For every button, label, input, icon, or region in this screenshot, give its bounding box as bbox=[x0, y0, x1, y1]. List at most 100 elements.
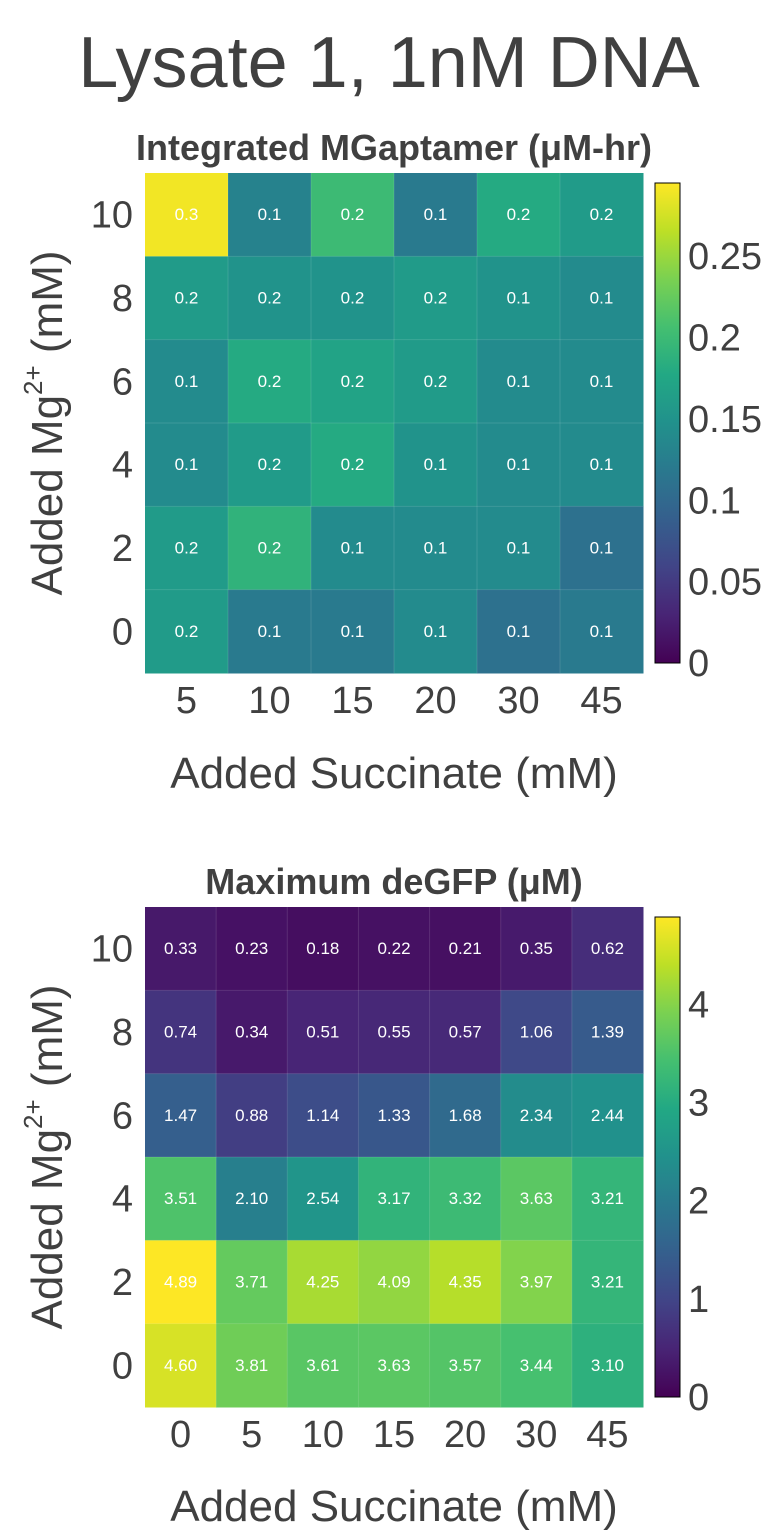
heatmap-cell bbox=[145, 256, 229, 341]
cell-value-label: 0.62 bbox=[591, 939, 624, 958]
heatmap-cell bbox=[560, 506, 644, 591]
chart-title: Integrated MGaptamer (μM-hr) bbox=[136, 127, 652, 168]
cell-value-label: 0.1 bbox=[590, 455, 614, 474]
page-title: Lysate 1, 1nM DNA bbox=[78, 23, 700, 103]
x-tick-label: 45 bbox=[580, 680, 622, 722]
cell-value-label: 4.35 bbox=[449, 1273, 482, 1292]
heatmap-cell bbox=[287, 1240, 359, 1325]
heatmap-cell bbox=[477, 589, 561, 674]
colorbar-tick-label: 0.1 bbox=[688, 480, 741, 522]
cell-value-label: 4.89 bbox=[164, 1273, 197, 1292]
cell-value-label: 3.32 bbox=[449, 1189, 482, 1208]
x-tick-label: 5 bbox=[176, 680, 197, 722]
heatmap-cell bbox=[311, 506, 395, 591]
cell-value-label: 2.34 bbox=[520, 1106, 553, 1125]
y-tick-label: 0 bbox=[112, 611, 133, 653]
x-axis-label: Added Succinate (mM) bbox=[170, 749, 618, 798]
heatmap-cell bbox=[429, 1073, 502, 1158]
cell-value-label: 2.54 bbox=[306, 1189, 339, 1208]
cell-value-label: 0.1 bbox=[590, 539, 614, 558]
cell-value-label: 0.1 bbox=[507, 455, 531, 474]
heatmap-cell bbox=[429, 1323, 502, 1408]
cell-value-label: 0.2 bbox=[341, 205, 365, 224]
heatmap-cell bbox=[477, 173, 561, 257]
heatmap-cell bbox=[145, 1323, 217, 1408]
colorbar-tick-label: 0 bbox=[688, 1377, 709, 1419]
heatmap-cell bbox=[429, 990, 502, 1075]
heatmap-cell bbox=[216, 1073, 288, 1158]
cell-value-label: 0.57 bbox=[449, 1023, 482, 1042]
cell-value-label: 0.2 bbox=[424, 289, 448, 308]
heatmap-cell bbox=[394, 256, 478, 341]
heatmap-cell bbox=[145, 1157, 217, 1241]
colorbar-tick-label: 1 bbox=[688, 1279, 709, 1321]
cell-value-label: 4.25 bbox=[306, 1273, 339, 1292]
cell-value-label: 0.1 bbox=[258, 622, 282, 641]
cell-value-label: 3.21 bbox=[591, 1273, 624, 1292]
cell-value-label: 0.1 bbox=[175, 372, 199, 391]
heatmap-cell bbox=[500, 1073, 573, 1158]
y-tick-label: 8 bbox=[112, 1012, 133, 1054]
cell-value-label: 0.2 bbox=[341, 289, 365, 308]
cell-value-label: 3.51 bbox=[164, 1189, 197, 1208]
x-tick-label: 10 bbox=[248, 680, 290, 722]
x-tick-label: 15 bbox=[373, 1414, 415, 1456]
x-tick-label: 45 bbox=[586, 1414, 628, 1456]
colorbar-tick-label: 0.2 bbox=[688, 318, 741, 360]
cell-value-label: 1.39 bbox=[591, 1023, 624, 1042]
heatmap-maximum-degfp: Maximum deGFP (μM) 0.33 0.23 0.18 0.22 0.21 0.… bbox=[18, 861, 709, 1531]
heatmap-cell bbox=[477, 506, 561, 591]
y-tick-label: 6 bbox=[112, 1095, 133, 1137]
y-tick-label: 0 bbox=[112, 1345, 133, 1387]
heatmap-cell bbox=[571, 990, 644, 1075]
cell-value-label: 0.1 bbox=[424, 205, 448, 224]
cell-value-label: 0.2 bbox=[175, 622, 199, 641]
cell-value-label: 0.2 bbox=[175, 539, 199, 558]
cell-value-label: 0.1 bbox=[507, 622, 531, 641]
cell-value-label: 3.10 bbox=[591, 1356, 624, 1375]
heatmap-cell bbox=[145, 907, 217, 991]
cell-value-label: 0.21 bbox=[449, 939, 482, 958]
cell-value-label: 0.1 bbox=[590, 289, 614, 308]
y-tick-label: 4 bbox=[112, 445, 133, 487]
heatmap-cell bbox=[311, 256, 395, 341]
heatmap-cell bbox=[228, 506, 312, 591]
cell-value-label: 0.2 bbox=[258, 372, 282, 391]
cell-value-label: 2.44 bbox=[591, 1106, 624, 1125]
heatmap-cell bbox=[560, 256, 644, 341]
cell-value-label: 0.1 bbox=[507, 539, 531, 558]
heatmap-cell bbox=[287, 1323, 359, 1408]
cell-value-label: 3.71 bbox=[235, 1273, 268, 1292]
heatmap-cell bbox=[394, 173, 478, 257]
heatmap-cell bbox=[500, 1323, 573, 1408]
heatmap-cell bbox=[287, 1073, 359, 1158]
cell-value-label: 0.51 bbox=[306, 1023, 339, 1042]
heatmap-cell bbox=[228, 339, 312, 424]
heatmap-cell bbox=[311, 423, 395, 507]
heatmap-cell bbox=[560, 423, 644, 507]
y-tick-label: 8 bbox=[112, 278, 133, 320]
cell-value-label: 0.3 bbox=[175, 205, 199, 224]
cell-value-label: 0.55 bbox=[377, 1023, 410, 1042]
cell-value-label: 0.33 bbox=[164, 939, 197, 958]
cell-value-label: 0.1 bbox=[507, 289, 531, 308]
colorbar-tick-label: 0.15 bbox=[688, 399, 762, 441]
cell-value-label: 1.47 bbox=[164, 1106, 197, 1125]
x-tick-label: 0 bbox=[170, 1414, 191, 1456]
cell-value-label: 3.44 bbox=[520, 1356, 553, 1375]
heatmap-cell bbox=[216, 990, 288, 1075]
heatmap-cell bbox=[228, 256, 312, 341]
heatmap-cell bbox=[216, 1323, 288, 1408]
cell-value-label: 0.1 bbox=[258, 205, 282, 224]
cell-value-label: 0.35 bbox=[520, 939, 553, 958]
cell-value-label: 1.68 bbox=[449, 1106, 482, 1125]
heatmap-cell bbox=[394, 423, 478, 507]
colorbar-tick-label: 2 bbox=[688, 1181, 709, 1223]
x-tick-label: 20 bbox=[414, 680, 456, 722]
cell-value-label: 3.21 bbox=[591, 1189, 624, 1208]
colorbar-tick-label: 3 bbox=[688, 1083, 709, 1125]
y-tick-label: 4 bbox=[112, 1179, 133, 1221]
cell-value-label: 0.2 bbox=[341, 372, 365, 391]
cell-value-label: 2.10 bbox=[235, 1189, 268, 1208]
heatmap-cell bbox=[216, 1240, 288, 1325]
